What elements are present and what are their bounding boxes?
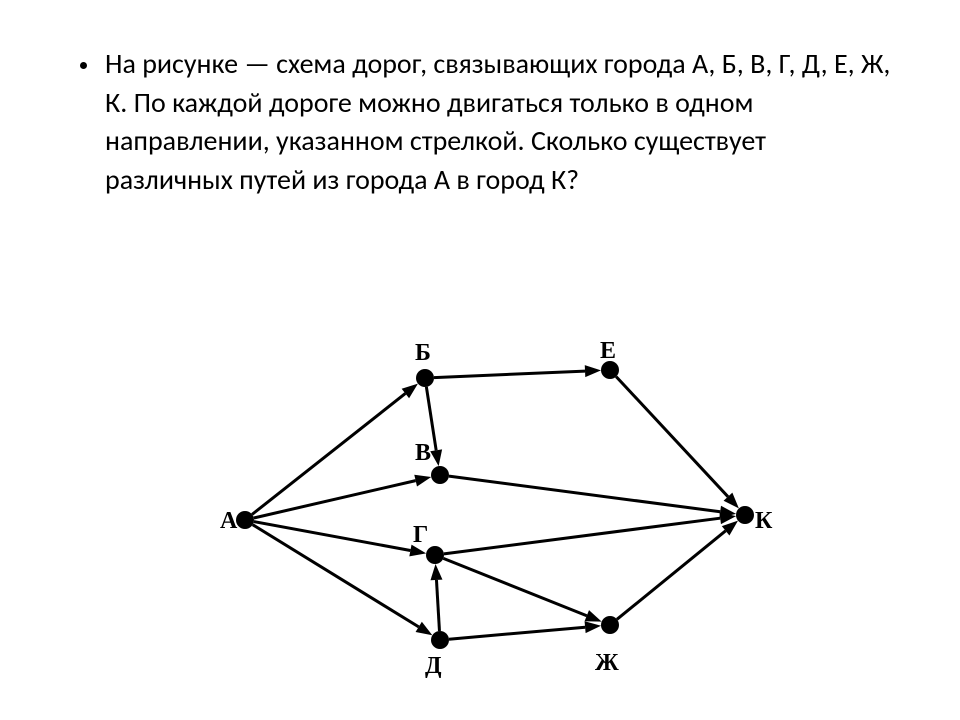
slide: На рисунке — схема дорог, связывающих го… bbox=[0, 0, 960, 720]
node-D bbox=[431, 631, 449, 649]
edge-V-K bbox=[449, 476, 720, 512]
edge-Zh-K bbox=[617, 531, 726, 620]
node-label-A: А bbox=[220, 508, 238, 534]
bullet-row: На рисунке — схема дорог, связывающих го… bbox=[80, 45, 900, 200]
arrowhead-A-V bbox=[414, 475, 431, 487]
arrowhead-B-V bbox=[430, 449, 442, 466]
edges-group bbox=[252, 365, 739, 639]
arrowhead-G-Zh bbox=[585, 610, 602, 622]
text-block: На рисунке — схема дорог, связывающих го… bbox=[80, 45, 900, 200]
node-G bbox=[426, 546, 444, 564]
node-label-G: Г bbox=[413, 522, 428, 548]
node-label-E: Е bbox=[600, 338, 616, 364]
node-label-B: Б bbox=[415, 340, 431, 366]
node-label-Zh: Ж bbox=[595, 650, 619, 676]
edge-D-G bbox=[436, 580, 439, 631]
edge-G-Zh bbox=[443, 558, 586, 615]
graph-svg: А Б В Г Д Е Ж К bbox=[215, 325, 775, 695]
graph-diagram: А Б В Г Д Е Ж К bbox=[215, 325, 775, 695]
edge-A-G bbox=[254, 522, 411, 551]
arrowhead-B-E bbox=[585, 365, 601, 377]
node-A bbox=[236, 511, 254, 529]
edge-A-B bbox=[252, 393, 405, 514]
node-label-V: В bbox=[415, 440, 431, 466]
edge-G-K bbox=[444, 518, 720, 554]
node-B bbox=[416, 369, 434, 387]
paragraph-text: На рисунке — схема дорог, связывающих го… bbox=[105, 45, 900, 200]
edge-A-V bbox=[254, 481, 416, 518]
node-V bbox=[431, 466, 449, 484]
node-label-D: Д bbox=[425, 653, 442, 679]
arrowhead-D-Zh bbox=[585, 621, 601, 633]
node-Zh bbox=[601, 616, 619, 634]
bullet-icon bbox=[80, 62, 87, 69]
arrowhead-D-G bbox=[430, 564, 442, 580]
edge-B-E bbox=[434, 371, 585, 378]
edge-D-Zh bbox=[449, 627, 585, 639]
node-K bbox=[736, 506, 754, 524]
arrowhead-A-D bbox=[416, 622, 433, 635]
edge-E-K bbox=[616, 377, 728, 497]
edge-A-D bbox=[253, 525, 419, 627]
node-label-K: К bbox=[755, 508, 773, 534]
